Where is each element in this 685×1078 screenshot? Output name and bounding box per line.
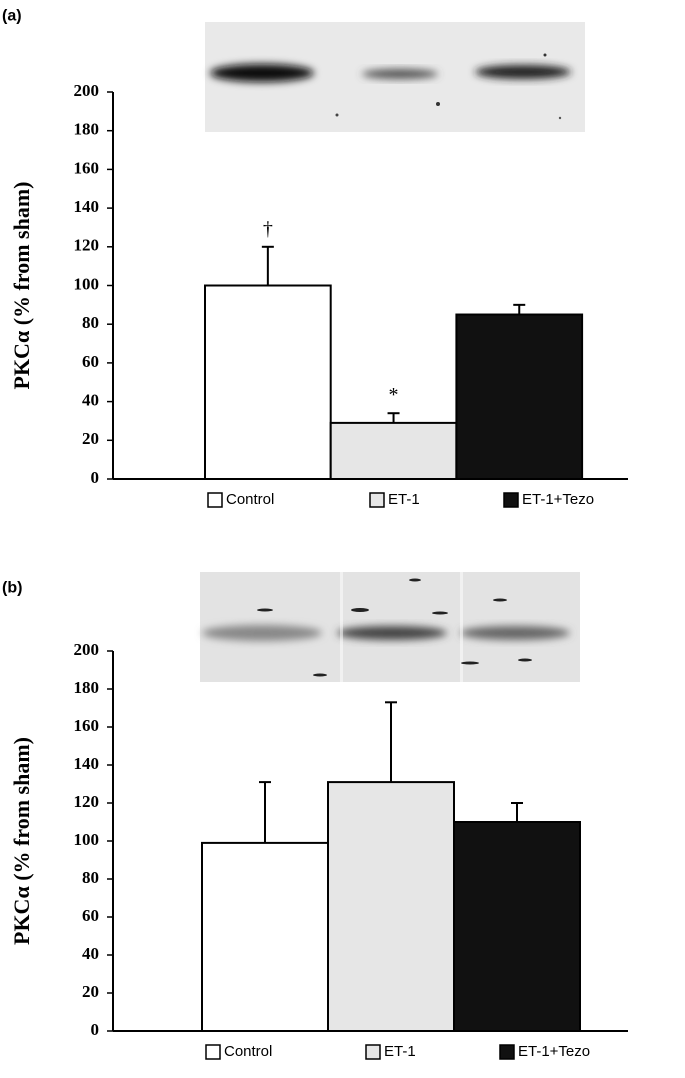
y-tick-label: 180 bbox=[74, 678, 100, 697]
annotation: † bbox=[263, 218, 273, 240]
bar bbox=[201, 841, 329, 1033]
legend-swatch bbox=[499, 1044, 515, 1060]
bar bbox=[327, 781, 455, 1032]
legend-label: ET-1+Tezo bbox=[522, 491, 594, 508]
y-tick-label: 60 bbox=[82, 352, 99, 371]
y-tick-label: 120 bbox=[74, 236, 100, 255]
legend-label: ET-1 bbox=[388, 491, 420, 508]
y-tick-label: 60 bbox=[82, 906, 99, 925]
y-axis-label: PKCα (% from sham) bbox=[9, 181, 34, 389]
y-axis-label: PKCα (% from sham) bbox=[9, 737, 34, 945]
legend-label: Control bbox=[224, 1043, 272, 1060]
y-tick-label: 160 bbox=[74, 158, 100, 177]
bar bbox=[453, 821, 581, 1032]
y-tick-label: 40 bbox=[82, 944, 99, 963]
legend-swatch bbox=[205, 1044, 221, 1060]
bar bbox=[329, 421, 458, 481]
legend-label: ET-1+Tezo bbox=[518, 1043, 590, 1060]
y-tick-label: 40 bbox=[82, 391, 99, 410]
y-tick-label: 160 bbox=[74, 716, 100, 735]
legend-label: ET-1 bbox=[384, 1043, 416, 1060]
y-tick-label: 100 bbox=[74, 274, 100, 293]
y-tick-label: 20 bbox=[82, 429, 99, 448]
legend-swatch bbox=[369, 492, 385, 508]
legend-swatch bbox=[503, 492, 519, 508]
annotation: * bbox=[389, 384, 399, 406]
y-tick-label: 200 bbox=[74, 640, 100, 659]
y-tick-label: 100 bbox=[74, 830, 100, 849]
legend-label: Control bbox=[226, 491, 274, 508]
bar bbox=[455, 313, 584, 480]
y-tick-label: 80 bbox=[82, 313, 99, 332]
western-blot-b bbox=[200, 572, 580, 682]
y-tick-label: 80 bbox=[82, 868, 99, 887]
western-blot-a bbox=[205, 22, 585, 132]
panel-label: (b) bbox=[2, 579, 22, 596]
panel-label: (a) bbox=[2, 7, 22, 24]
y-tick-label: 120 bbox=[74, 792, 100, 811]
y-tick-label: 140 bbox=[74, 197, 100, 216]
bar bbox=[204, 284, 332, 480]
y-tick-label: 20 bbox=[82, 982, 99, 1001]
y-tick-label: 0 bbox=[91, 1020, 100, 1039]
y-tick-label: 180 bbox=[74, 120, 100, 139]
legend-swatch bbox=[207, 492, 223, 508]
y-tick-label: 200 bbox=[74, 81, 100, 100]
y-tick-label: 0 bbox=[91, 468, 100, 487]
legend-swatch bbox=[365, 1044, 381, 1060]
y-tick-label: 140 bbox=[74, 754, 100, 773]
